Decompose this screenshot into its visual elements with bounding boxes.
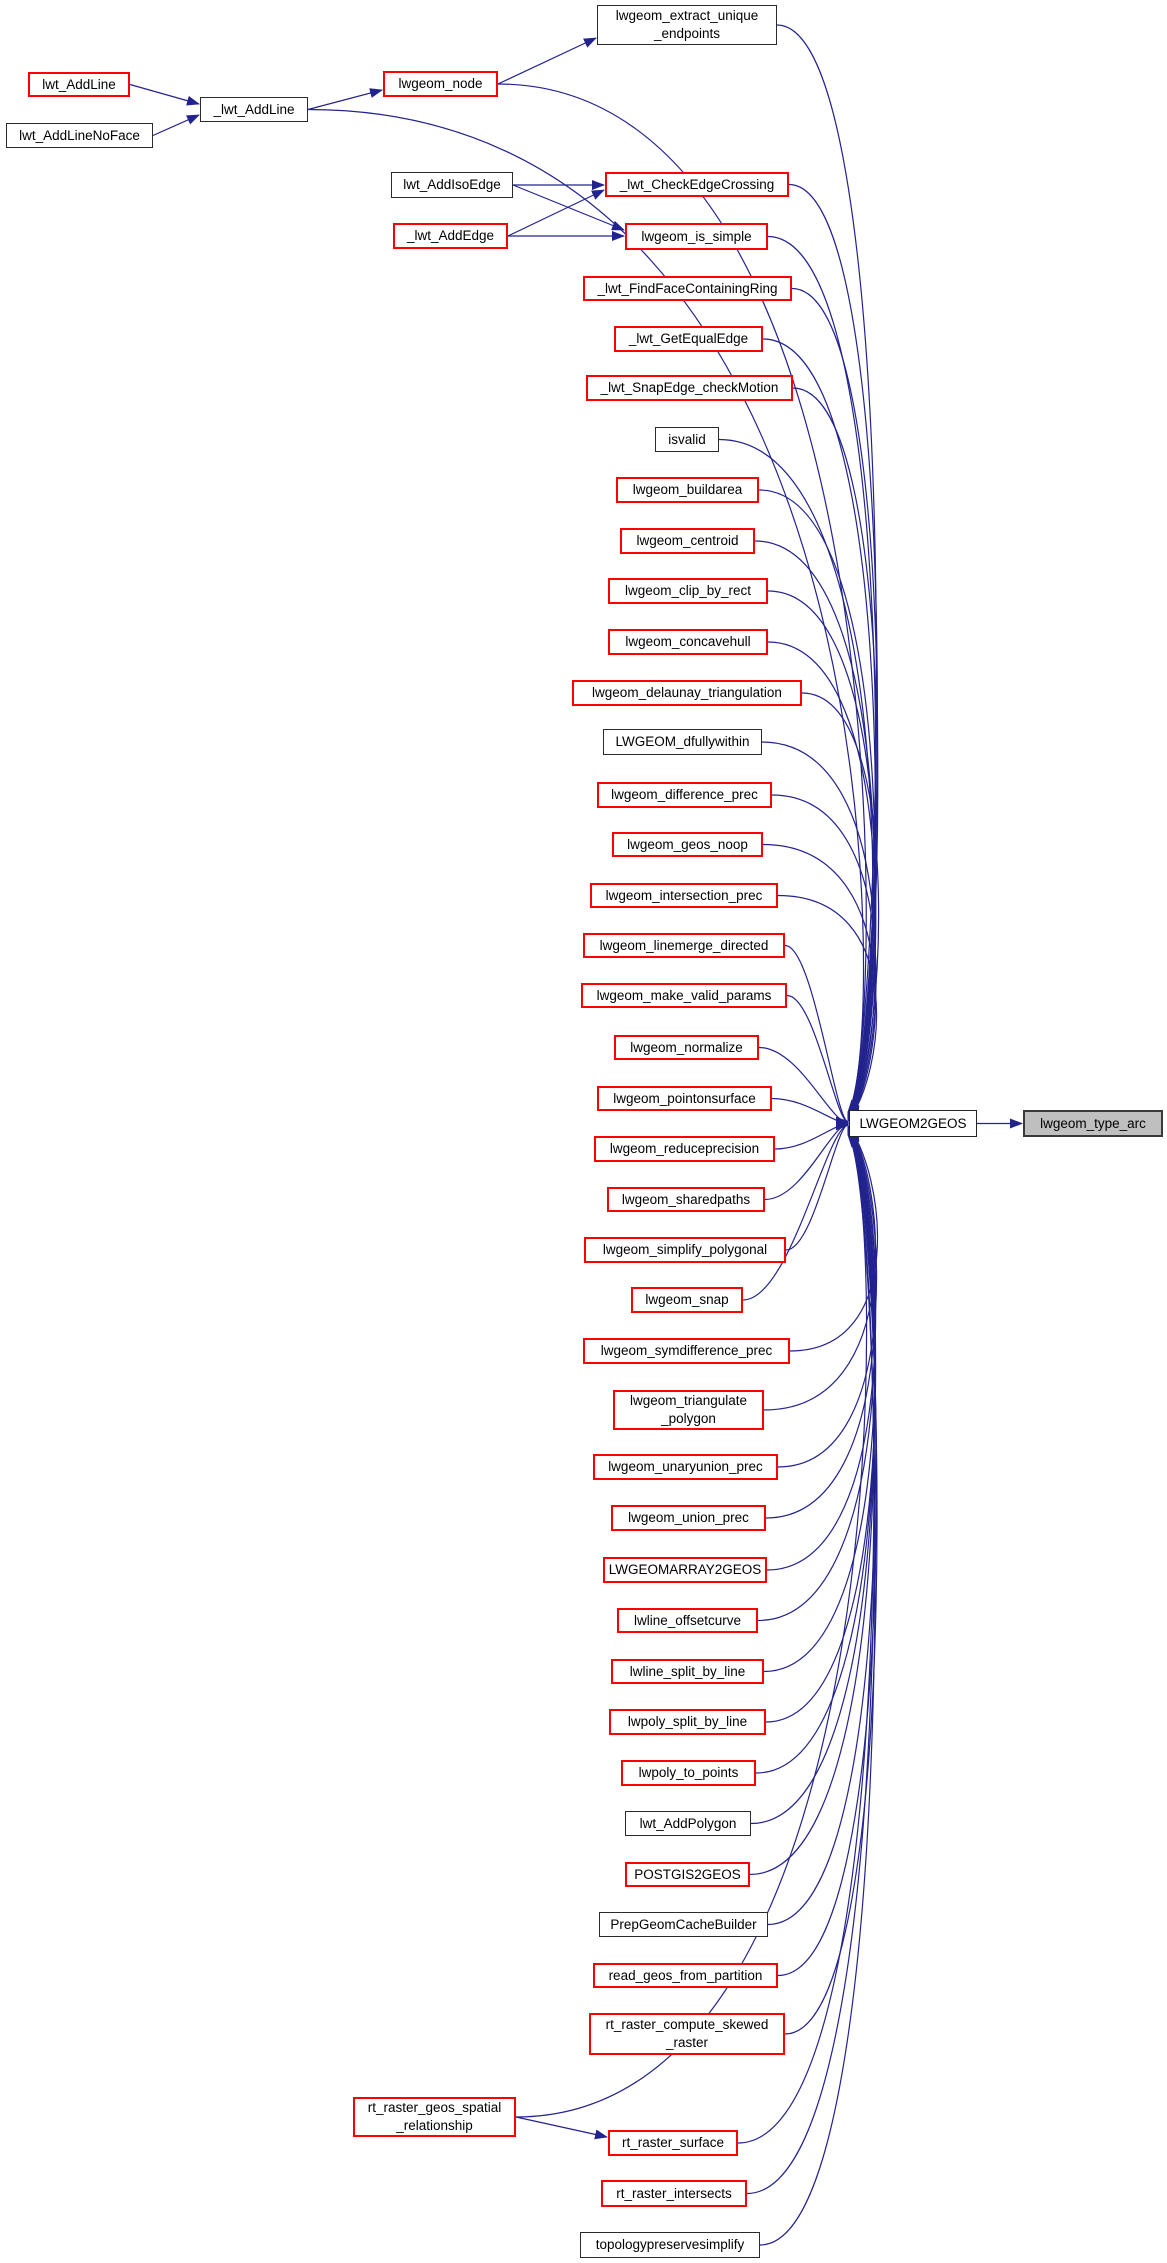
- graph-node-lwgeom_geos_noop[interactable]: lwgeom_geos_noop: [612, 832, 763, 857]
- call-edge-topologypreservesimplify-to-LWGEOM2GEOS: [759, 1134, 876, 2246]
- call-edge-lwgeom_concavehull-to-LWGEOM2GEOS: [767, 641, 877, 1120]
- graph-node-lwgeom_make_valid_params[interactable]: lwgeom_make_valid_params: [581, 983, 787, 1008]
- call-edge-lwgeom_linemerge_directed-to-LWGEOM2GEOS: [784, 944, 849, 1127]
- call-edge-lwgeom_make_valid_params-to-LWGEOM2GEOS: [786, 994, 849, 1128]
- call-edge-lwgeom_geos_noop-to-LWGEOM2GEOS: [762, 843, 876, 1122]
- graph-node-read_geos_from_partition[interactable]: read_geos_from_partition: [593, 1963, 778, 1988]
- graph-node-lwgeom_reduceprecision[interactable]: lwgeom_reduceprecision: [594, 1136, 775, 1162]
- call-edge-lwgeom_clip_by_rect-to-LWGEOM2GEOS: [767, 590, 877, 1119]
- call-edge-lwgeom_node-to-lwgeom_extract_unique_endpoints: [497, 37, 597, 85]
- call-edge-lwgeom_delaunay_triangulation-to-LWGEOM2GEOS: [801, 692, 880, 1120]
- graph-node-lwgeom_type_arc[interactable]: lwgeom_type_arc: [1023, 1110, 1163, 1137]
- graph-node-lwgeom_centroid[interactable]: lwgeom_centroid: [620, 528, 755, 554]
- graph-node-rt_raster_compute_skewed_raster[interactable]: rt_raster_compute_skewed _raster: [589, 2013, 785, 2055]
- graph-node-rt_raster_surface[interactable]: rt_raster_surface: [608, 2130, 738, 2156]
- call-edge-rt_raster_geos_spatial_relationship-to-rt_raster_surface: [515, 2116, 608, 2140]
- call-edge-lwt_AddLine-to-_lwt_AddLine: [129, 83, 200, 106]
- graph-node-lwgeom_pointonsurface[interactable]: lwgeom_pointonsurface: [597, 1086, 772, 1111]
- graph-node-lwt_AddLine[interactable]: lwt_AddLine: [28, 72, 130, 97]
- graph-node-LWGEOM2GEOS[interactable]: LWGEOM2GEOS: [849, 1110, 977, 1137]
- call-edge-lwline_offsetcurve-to-LWGEOM2GEOS: [757, 1127, 876, 1622]
- call-edge-lwt_AddLineNoFace-to-_lwt_AddLine: [152, 114, 200, 137]
- graph-node-_lwt_SnapEdge_checkMotion[interactable]: _lwt_SnapEdge_checkMotion: [586, 375, 793, 401]
- call-edge-rt_raster_compute_skewed_raster-to-LWGEOM2GEOS: [784, 1132, 878, 2035]
- graph-node-lwgeom_buildarea[interactable]: lwgeom_buildarea: [616, 477, 759, 503]
- call-edge-_lwt_GetEqualEdge-to-LWGEOM2GEOS: [762, 338, 876, 1116]
- graph-node-lwgeom_triangulate_polygon[interactable]: lwgeom_triangulate _polygon: [613, 1390, 764, 1430]
- call-edge-lwgeom_buildarea-to-LWGEOM2GEOS: [758, 489, 876, 1118]
- call-edge-lwgeom_intersection_prec-to-LWGEOM2GEOS: [777, 894, 877, 1122]
- graph-node-lwgeom_snap[interactable]: lwgeom_snap: [631, 1287, 743, 1313]
- call-edge-lwgeom_difference_prec-to-LWGEOM2GEOS: [771, 794, 877, 1121]
- graph-node-_lwt_AddLine[interactable]: _lwt_AddLine: [200, 97, 308, 122]
- graph-node-lwgeom_union_prec[interactable]: lwgeom_union_prec: [611, 1505, 766, 1531]
- call-edge-lwgeom_snap-to-LWGEOM2GEOS: [742, 1120, 849, 1301]
- graph-node-LWGEOMARRAY2GEOS[interactable]: LWGEOMARRAY2GEOS: [603, 1557, 767, 1583]
- graph-node-lwt_AddLineNoFace[interactable]: lwt_AddLineNoFace: [6, 123, 153, 148]
- graph-node-LWGEOM_dfullywithin[interactable]: LWGEOM_dfullywithin: [603, 729, 762, 755]
- graph-node-lwgeom_is_simple[interactable]: lwgeom_is_simple: [625, 223, 768, 250]
- graph-node-lwgeom_concavehull[interactable]: lwgeom_concavehull: [608, 629, 768, 655]
- graph-node-PrepGeomCacheBuilder[interactable]: PrepGeomCacheBuilder: [599, 1912, 768, 1937]
- graph-node-lwgeom_extract_unique_endpoints[interactable]: lwgeom_extract_unique _endpoints: [597, 5, 777, 45]
- graph-node-lwgeom_normalize[interactable]: lwgeom_normalize: [614, 1035, 759, 1060]
- graph-node-_lwt_GetEqualEdge[interactable]: _lwt_GetEqualEdge: [614, 326, 763, 352]
- graph-node-lwgeom_clip_by_rect[interactable]: lwgeom_clip_by_rect: [608, 578, 768, 604]
- graph-node-lwgeom_delaunay_triangulation[interactable]: lwgeom_delaunay_triangulation: [572, 680, 802, 706]
- graph-node-lwline_split_by_line[interactable]: lwline_split_by_line: [611, 1659, 764, 1684]
- call-edge-lwgeom_simplify_polygonal-to-LWGEOM2GEOS: [785, 1119, 849, 1251]
- graph-node-rt_raster_geos_spatial_relationship[interactable]: rt_raster_geos_spatial _relationship: [353, 2097, 516, 2137]
- graph-node-_lwt_FindFaceContainingRing[interactable]: _lwt_FindFaceContainingRing: [583, 276, 792, 301]
- call-edge-LWGEOM_dfullywithin-to-LWGEOM2GEOS: [761, 741, 876, 1121]
- graph-node-lwgeom_intersection_prec[interactable]: lwgeom_intersection_prec: [590, 883, 778, 908]
- graph-node-lwgeom_node[interactable]: lwgeom_node: [383, 71, 498, 97]
- graph-node-_lwt_AddEdge[interactable]: _lwt_AddEdge: [393, 223, 508, 249]
- graph-node-isvalid[interactable]: isvalid: [655, 427, 719, 452]
- graph-node-lwgeom_symdifference_prec[interactable]: lwgeom_symdifference_prec: [583, 1338, 790, 1364]
- call-edge-lwgeom_sharedpaths-to-LWGEOM2GEOS: [764, 1119, 849, 1201]
- graph-node-POSTGIS2GEOS[interactable]: POSTGIS2GEOS: [625, 1862, 750, 1887]
- call-edge-lwline_split_by_line-to-LWGEOM2GEOS: [763, 1128, 877, 1673]
- graph-node-lwgeom_linemerge_directed[interactable]: lwgeom_linemerge_directed: [583, 933, 785, 958]
- graph-node-lwpoly_split_by_line[interactable]: lwpoly_split_by_line: [609, 1709, 766, 1735]
- graph-node-topologypreservesimplify[interactable]: topologypreservesimplify: [580, 2232, 760, 2258]
- graph-node-_lwt_CheckEdgeCrossing[interactable]: _lwt_CheckEdgeCrossing: [605, 172, 789, 197]
- graph-node-lwgeom_simplify_polygonal[interactable]: lwgeom_simplify_polygonal: [584, 1237, 786, 1263]
- call-edge-lwpoly_to_points-to-LWGEOM2GEOS: [755, 1129, 876, 1774]
- call-edge-_lwt_AddEdge-to-_lwt_CheckEdgeCrossing: [507, 189, 605, 237]
- graph-node-lwgeom_sharedpaths[interactable]: lwgeom_sharedpaths: [607, 1187, 765, 1212]
- graph-node-lwt_AddIsoEdge[interactable]: lwt_AddIsoEdge: [391, 172, 513, 198]
- graph-node-lwgeom_unaryunion_prec[interactable]: lwgeom_unaryunion_prec: [593, 1454, 778, 1480]
- call-edge-_lwt_AddLine-to-LWGEOM2GEOS: [307, 108, 865, 1114]
- graph-node-lwgeom_difference_prec[interactable]: lwgeom_difference_prec: [597, 782, 772, 808]
- graph-node-rt_raster_intersects[interactable]: rt_raster_intersects: [601, 2180, 747, 2207]
- call-edge-_lwt_AddLine-to-lwgeom_node: [307, 88, 383, 111]
- graph-node-lwline_offsetcurve[interactable]: lwline_offsetcurve: [617, 1608, 758, 1633]
- graph-node-lwt_AddPolygon[interactable]: lwt_AddPolygon: [625, 1811, 751, 1836]
- graph-node-lwpoly_to_points[interactable]: lwpoly_to_points: [621, 1760, 756, 1786]
